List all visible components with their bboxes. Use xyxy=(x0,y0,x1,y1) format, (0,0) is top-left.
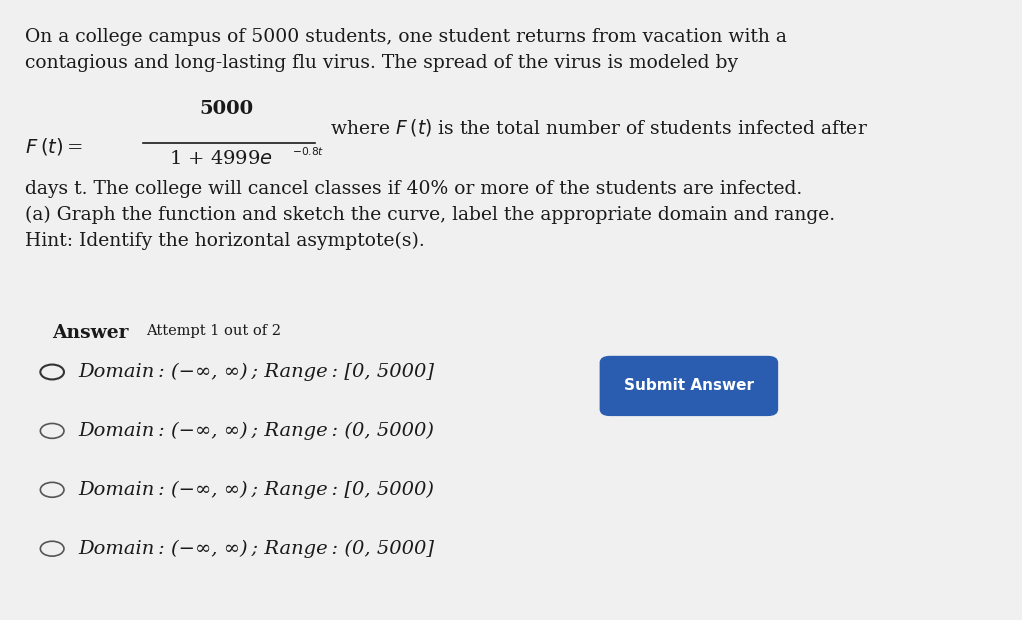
Text: where $\it{F}$ $\it{(t)}$ is the total number of students infected after: where $\it{F}$ $\it{(t)}$ is the total n… xyxy=(330,117,868,138)
Text: Domain : (−∞, ∞) ; Range : (0, 5000]: Domain : (−∞, ∞) ; Range : (0, 5000] xyxy=(79,539,434,558)
Text: Attempt 1 out of 2: Attempt 1 out of 2 xyxy=(146,324,281,338)
Text: Submit Answer: Submit Answer xyxy=(623,378,754,394)
FancyBboxPatch shape xyxy=(600,356,778,415)
Text: $^{-0.8t}$: $^{-0.8t}$ xyxy=(292,149,325,163)
Text: Domain : (−∞, ∞) ; Range : (0, 5000): Domain : (−∞, ∞) ; Range : (0, 5000) xyxy=(79,422,434,440)
Text: Answer: Answer xyxy=(52,324,129,342)
Text: 1 + 4999$\it{e}$: 1 + 4999$\it{e}$ xyxy=(170,150,273,168)
Text: Domain : (−∞, ∞) ; Range : [0, 5000): Domain : (−∞, ∞) ; Range : [0, 5000) xyxy=(79,480,434,499)
Text: Domain : (−∞, ∞) ; Range : [0, 5000]: Domain : (−∞, ∞) ; Range : [0, 5000] xyxy=(79,363,434,381)
Text: $\it{F}$ $\it{(t)}$ =: $\it{F}$ $\it{(t)}$ = xyxy=(25,136,83,157)
Text: 5000: 5000 xyxy=(199,100,253,118)
Text: On a college campus of 5000 students, one student returns from vacation with a
c: On a college campus of 5000 students, on… xyxy=(25,28,787,71)
Text: days t. The college will cancel classes if 40% or more of the students are infec: days t. The college will cancel classes … xyxy=(25,180,835,250)
